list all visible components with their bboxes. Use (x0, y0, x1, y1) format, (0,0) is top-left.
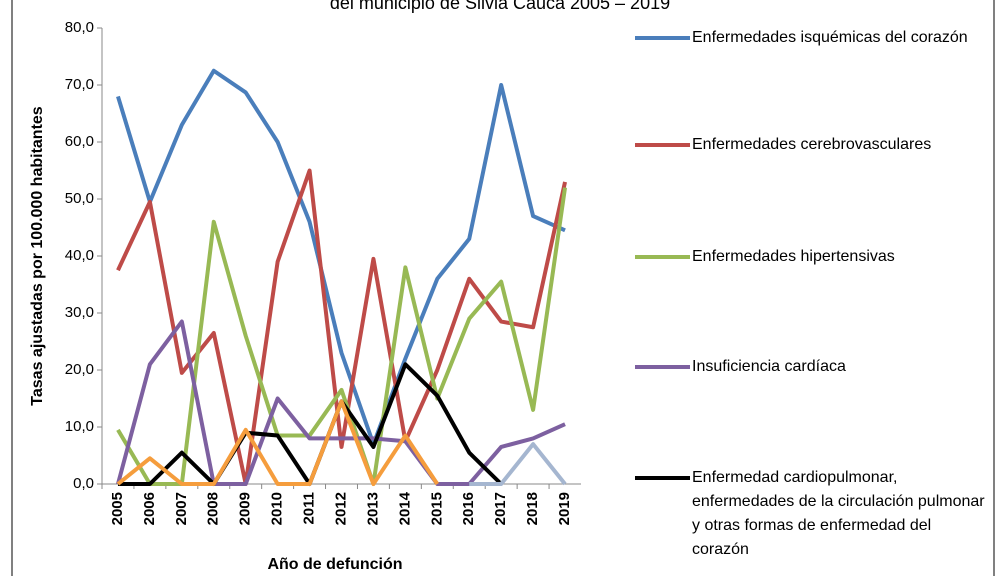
legend-label: Enfermedad cardiopulmonar, enfermedades … (692, 469, 985, 558)
x-tick-label: 2012 (332, 492, 349, 525)
y-tick-label: 80,0 (65, 19, 94, 36)
x-tick-label: 2011 (301, 492, 318, 525)
legend-label: Enfermedades cerebrovasculares (692, 136, 932, 153)
y-tick-label: 40,0 (65, 247, 94, 264)
y-tick-label: 70,0 (65, 76, 94, 93)
x-tick-label: 2008 (205, 492, 222, 525)
series-line (116, 68, 566, 447)
x-tick-label: 2005 (109, 492, 126, 525)
legend-label: Enfermedades hipertensivas (692, 248, 895, 265)
series-line (469, 442, 567, 486)
x-tick-label: 2014 (396, 491, 413, 525)
chart-title: del municipio de Silvia Cauca 2005 – 201… (330, 0, 670, 13)
series-line (116, 187, 568, 486)
series-line (116, 168, 567, 486)
x-tick-label: 2015 (428, 492, 445, 525)
x-tick-label: 2019 (556, 492, 573, 525)
series-line (116, 319, 566, 486)
x-tick-label: 2017 (492, 492, 509, 525)
x-tick-label: 2006 (141, 492, 158, 525)
legend-label: Enfermedades isquémicas del corazón (692, 29, 968, 46)
x-tick-label: 2007 (173, 492, 190, 525)
y-axis-label: Tasas ajustadas por 100.000 habitantes (29, 106, 46, 406)
frame (11, 0, 995, 576)
legend-label: Insuficiencia cardíaca (692, 358, 846, 375)
x-tick-label: 2016 (460, 492, 477, 525)
x-axis-label: Año de defunción (267, 556, 402, 573)
y-tick-label: 0,0 (73, 475, 94, 492)
y-tick-label: 10,0 (65, 418, 94, 435)
y-tick-label: 60,0 (65, 133, 94, 150)
series-line (116, 399, 439, 486)
y-tick-label: 30,0 (65, 304, 94, 321)
x-tick-label: 2018 (524, 492, 541, 525)
x-tick-label: 2010 (269, 492, 286, 525)
y-tick-label: 20,0 (65, 361, 94, 378)
x-tick-label: 2013 (364, 492, 381, 525)
y-tick-label: 50,0 (65, 190, 94, 207)
x-tick-label: 2009 (237, 492, 254, 525)
